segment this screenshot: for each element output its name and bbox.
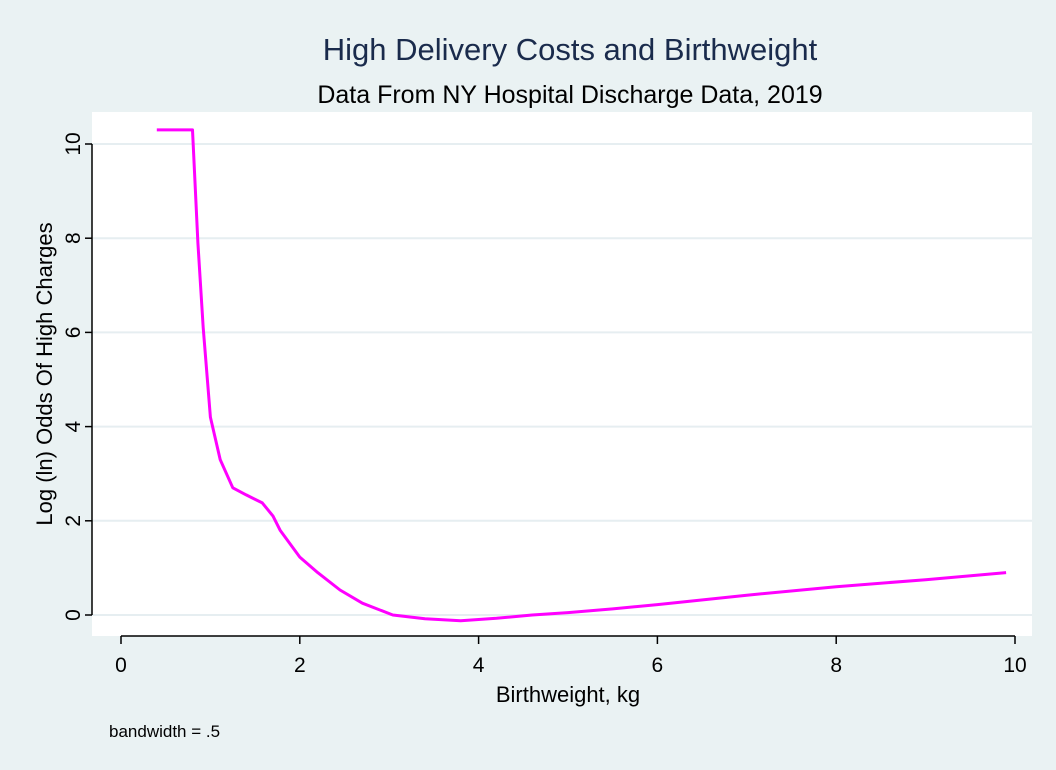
y-axis-label: Log (ln) Odds Of High Charges bbox=[32, 222, 57, 525]
x-tick-label: 6 bbox=[652, 654, 664, 677]
x-tick-label: 0 bbox=[115, 654, 127, 677]
y-tick-label: 4 bbox=[62, 420, 85, 432]
chart-subtitle: Data From NY Hospital Discharge Data, 20… bbox=[317, 81, 822, 109]
x-axis-label: Birthweight, kg bbox=[496, 682, 640, 707]
y-tick-label: 6 bbox=[62, 327, 85, 339]
series-line bbox=[156, 128, 1007, 623]
bandwidth-note: bandwidth = .5 bbox=[109, 722, 220, 741]
x-tick-label: 10 bbox=[1003, 654, 1026, 677]
y-tick-label: 8 bbox=[62, 232, 85, 244]
y-tick-label: 10 bbox=[62, 132, 85, 155]
x-tick-label: 2 bbox=[294, 654, 306, 677]
x-tick-label: 8 bbox=[830, 654, 842, 677]
y-tick-label: 2 bbox=[62, 515, 85, 527]
x-tick-label: 4 bbox=[473, 654, 485, 677]
plot-area bbox=[92, 112, 1032, 636]
chart-title: High Delivery Costs and Birthweight bbox=[323, 32, 818, 67]
y-tick-label: 0 bbox=[62, 609, 85, 621]
